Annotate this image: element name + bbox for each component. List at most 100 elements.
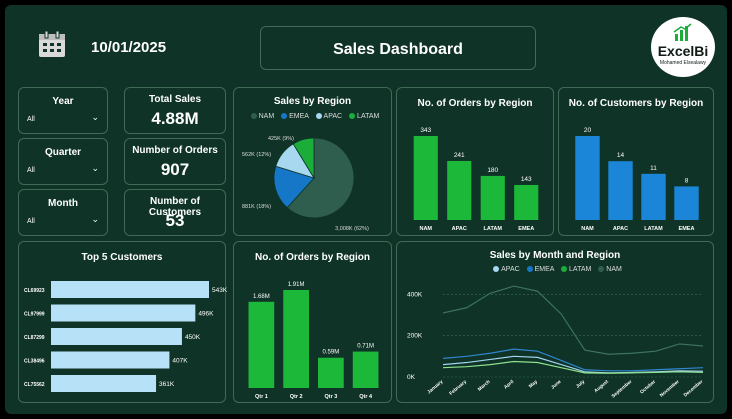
chart-title: No. of Customers by Region: [568, 98, 704, 109]
x-tick-label: December: [683, 379, 705, 399]
bar-data-label: 361K: [159, 381, 175, 388]
bar-category-label: Qtr 4: [359, 394, 373, 400]
bar-data-label: 450K: [185, 334, 201, 341]
chevron-down-icon[interactable]: ⌄: [91, 112, 99, 122]
slicer-value: All: [27, 218, 35, 225]
slicer-value: All: [27, 167, 35, 174]
line-series-apac: [442, 355, 704, 374]
sales-by-month-lines[interactable]: 0K 200K 400K January February March April May Ju…: [397, 276, 715, 404]
x-tick-label: February: [448, 379, 468, 397]
orders-by-region-bars[interactable]: 343 NAM 241 APAC 180 LATAM 143 EMEA: [397, 112, 555, 232]
slicer-quarter[interactable]: Quarter All ⌄: [18, 138, 108, 185]
legend-apac: APAC: [323, 113, 343, 120]
bar-data-label: 407K: [172, 358, 188, 365]
bar: [51, 375, 157, 392]
bar-data-label: 20: [584, 127, 592, 134]
bar: [51, 328, 182, 345]
customers-by-region-bars[interactable]: 20 NAM 14 APAC 11 LATAM 8 EMEA: [559, 112, 715, 232]
x-tick-label: July: [575, 379, 586, 390]
legend-emea: EMEA: [289, 113, 309, 120]
pie-data-label: 425K (9%): [268, 136, 294, 142]
x-tick-label: January: [426, 379, 444, 396]
bar-category-label: CL87299: [24, 335, 45, 341]
chart-title: No. of Orders by Region: [417, 98, 533, 109]
kpi-number-of-orders: Number of Orders 907: [124, 138, 226, 185]
bar: [283, 290, 309, 388]
pie-data-label: 3,008K (62%): [335, 226, 369, 232]
chart-title: Sales by Region: [273, 96, 352, 107]
sales-by-month-card: Sales by Month and Region APAC EMEA LATA…: [396, 241, 714, 403]
logo-subtext: Mohamed Elsealawy: [659, 60, 707, 66]
bar-category-label: Qtr 2: [290, 394, 303, 400]
line-series-latam: [442, 360, 704, 374]
legend-apac: APAC: [501, 266, 520, 273]
x-tick-label: June: [550, 379, 563, 391]
legend-latam: LATAM: [357, 113, 380, 120]
bar-category-label: EMEA: [518, 226, 534, 232]
pie-data-label: 881K (18%): [242, 204, 271, 210]
x-tick-label: August: [593, 379, 610, 394]
bar-data-label: 1.91M: [288, 282, 305, 288]
bar: [575, 136, 600, 220]
x-tick-label: September: [611, 379, 634, 400]
y-tick-label: 0K: [407, 374, 416, 381]
kpi-label: Number of Orders: [132, 145, 218, 156]
chevron-down-icon[interactable]: ⌄: [91, 163, 99, 173]
x-tick-label: October: [639, 379, 657, 396]
bar-data-label: 11: [650, 165, 657, 172]
report-date: 10/01/2025: [91, 39, 167, 56]
bar-category-label: CL75562: [24, 382, 45, 388]
slicer-label: Year: [52, 96, 74, 107]
kpi-number-of-customers: Number of Customers 53: [124, 189, 226, 236]
kpi-total-sales: Total Sales 4.88M: [124, 87, 226, 134]
title-box: Sales Dashboard: [260, 26, 536, 70]
x-tick-label: November: [659, 379, 681, 399]
bar: [514, 184, 539, 220]
line-legend: APAC EMEA LATAM NAM: [397, 266, 713, 273]
bar-data-label: 543K: [212, 287, 227, 294]
bar-category-label: NAM: [581, 226, 594, 232]
bar-data-label: 496K: [198, 311, 214, 318]
logo-chart-icon: [673, 23, 692, 41]
legend-nam: NAM: [258, 113, 275, 120]
bar: [318, 357, 344, 388]
bar-data-label: 1.68M: [253, 294, 270, 300]
chevron-down-icon[interactable]: ⌄: [91, 214, 99, 224]
orders-by-region-card: No. of Orders by Region 343 NAM 241 APAC 180…: [396, 87, 554, 236]
calendar-icon: [39, 30, 65, 57]
chart-title: No. of Orders by Region: [254, 252, 370, 263]
bar-data-label: 14: [617, 152, 625, 159]
kpi-value: 907: [160, 160, 190, 179]
bar-category-label: CL69923: [24, 288, 45, 294]
legend-latam: LATAM: [569, 266, 592, 273]
slicer-value: All: [27, 116, 35, 123]
y-tick-label: 200K: [407, 333, 423, 340]
bar-category-label: APAC: [613, 226, 628, 232]
slicer-month[interactable]: Month All ⌄: [18, 189, 108, 236]
pie-chart[interactable]: 3,008K (62%) 881K (18%) 562K (12%) 425K (9%…: [234, 126, 393, 236]
x-tick-label: May: [528, 379, 539, 390]
page-title: Sales Dashboard: [333, 41, 463, 58]
chart-title: Sales by Month and Region: [489, 250, 621, 261]
kpi-value: 4.88M: [151, 109, 199, 128]
bar: [51, 281, 209, 298]
bar-data-label: 0.59M: [323, 350, 340, 356]
top-customers-bars[interactable]: CL69923 543K CL97999 496K CL87299 450K CL38496…: [19, 268, 227, 403]
x-tick-label: March: [477, 379, 492, 393]
legend-emea: EMEA: [534, 266, 555, 273]
pie-data-label: 562K (12%): [242, 152, 271, 158]
bar: [641, 173, 666, 220]
bar-data-label: 8: [685, 177, 689, 184]
bar-category-label: Qtr 3: [324, 394, 337, 400]
bar: [480, 175, 505, 220]
bar-category-label: CL38496: [24, 359, 45, 365]
bar: [674, 186, 699, 220]
y-tick-label: 400K: [407, 291, 423, 298]
slicer-label: Month: [48, 198, 78, 209]
bar-category-label: LATAM: [644, 226, 663, 232]
orders-by-quarter-bars[interactable]: 1.68M Qtr 1 1.91M Qtr 2 0.59M Qtr 3 0.71M Qtr 4: [234, 267, 393, 402]
slicer-year[interactable]: Year All ⌄: [18, 87, 108, 134]
bar-category-label: APAC: [452, 226, 467, 232]
pie-slice-emea: [273, 165, 315, 209]
kpi-value: 53: [165, 211, 185, 230]
